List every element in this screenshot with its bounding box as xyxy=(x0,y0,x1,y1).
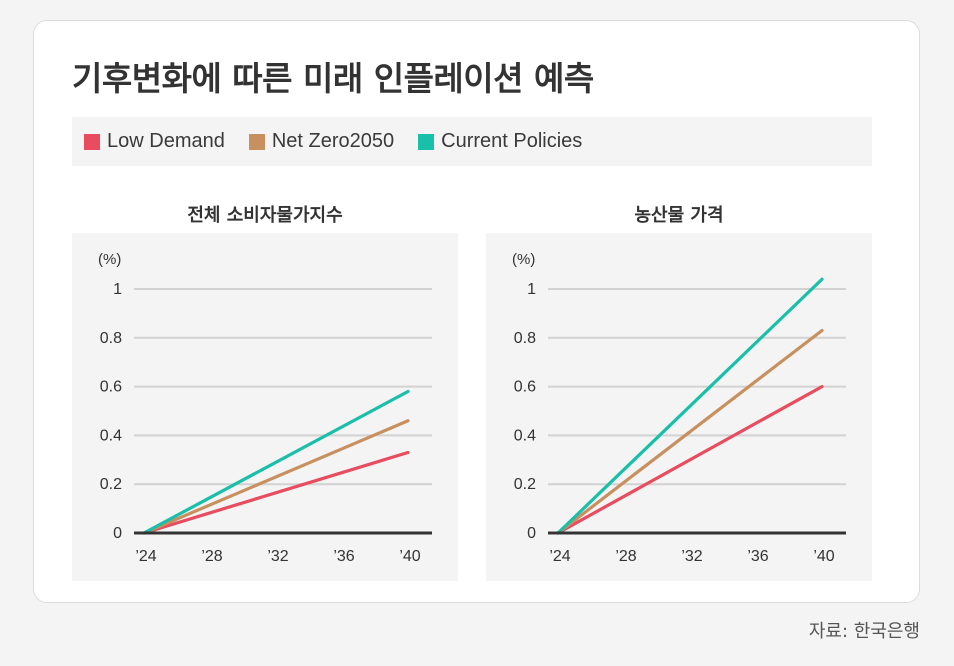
legend-swatch-current-policies xyxy=(418,133,435,150)
y-tick-label: 1 xyxy=(113,281,122,298)
page-title: 기후변화에 따른 미래 인플레이션 예측 xyxy=(72,59,594,98)
y-tick-label: 0.4 xyxy=(514,427,536,444)
x-tick-label: ’24 xyxy=(549,548,570,565)
chart-agri: (%) 0 0.2 0.4 0.6 0.8 1 ’24 ’28 ’32 ’36 ’40 xyxy=(512,251,846,565)
legend-item-current-policies: Current Policies xyxy=(418,130,582,153)
y-tick-label: 0.6 xyxy=(100,379,122,396)
series-line-current-policies xyxy=(556,277,824,535)
chart-panel-agri: (%) 0 0.2 0.4 0.6 0.8 1 ’24 ’28 ’32 ’36 ’40 xyxy=(486,233,872,581)
series-line-low-demand xyxy=(142,450,410,535)
x-tick-label: ’32 xyxy=(681,548,702,565)
legend-label: Current Policies xyxy=(441,130,583,152)
chart-cpi: (%) 0 0.2 0.4 0.6 0.8 1 ’24 ’28 ’32 ’36 ’40 xyxy=(98,251,432,565)
legend-item-net-zero: Net Zero2050 xyxy=(248,130,395,153)
legend-label: Low Demand xyxy=(107,130,225,152)
y-tick-label: 0.2 xyxy=(514,476,536,493)
y-tick-label: 0.8 xyxy=(514,330,536,347)
y-tick-label: 0.4 xyxy=(100,427,122,444)
legend-swatch-net-zero xyxy=(248,133,265,150)
x-tick-label: ’28 xyxy=(201,548,222,565)
y-tick-label: 0.8 xyxy=(100,330,122,347)
x-tick-label: ’40 xyxy=(399,548,420,565)
y-tick-label: 0.2 xyxy=(100,476,122,493)
chart-panel-cpi: (%) 0 0.2 0.4 0.6 0.8 1 ’24 ’28 ’32 ’36 ’40 xyxy=(72,233,458,581)
x-tick-label: ’36 xyxy=(333,548,354,565)
x-tick-label: ’32 xyxy=(267,548,288,565)
chart-title-agri: 농산물 가격 xyxy=(634,205,724,226)
legend: Low Demand Net Zero2050 Current Policies xyxy=(72,117,872,166)
legend-swatch-low-demand xyxy=(84,133,100,150)
y-tick-label: 0.6 xyxy=(514,379,536,396)
source-note: 자료: 한국은행 xyxy=(808,621,920,642)
y-axis-unit-label: (%) xyxy=(98,251,121,268)
x-tick-label: ’28 xyxy=(615,548,636,565)
series-line-net-zero2050 xyxy=(556,328,824,535)
x-tick-label: ’36 xyxy=(747,548,768,565)
y-tick-label: 0 xyxy=(113,525,122,542)
series-line-current-policies xyxy=(142,389,410,535)
series-line-low-demand xyxy=(556,385,824,535)
series-line-net-zero2050 xyxy=(142,419,410,535)
x-tick-label: ’24 xyxy=(135,548,156,565)
chart-title-cpi: 전체 소비자물가지수 xyxy=(187,205,343,226)
legend-item-low-demand: Low Demand xyxy=(84,130,225,153)
x-tick-label: ’40 xyxy=(813,548,834,565)
y-axis-unit-label: (%) xyxy=(512,251,535,268)
y-tick-label: 0 xyxy=(527,525,536,542)
legend-label: Net Zero2050 xyxy=(271,130,395,152)
y-tick-label: 1 xyxy=(527,281,536,298)
